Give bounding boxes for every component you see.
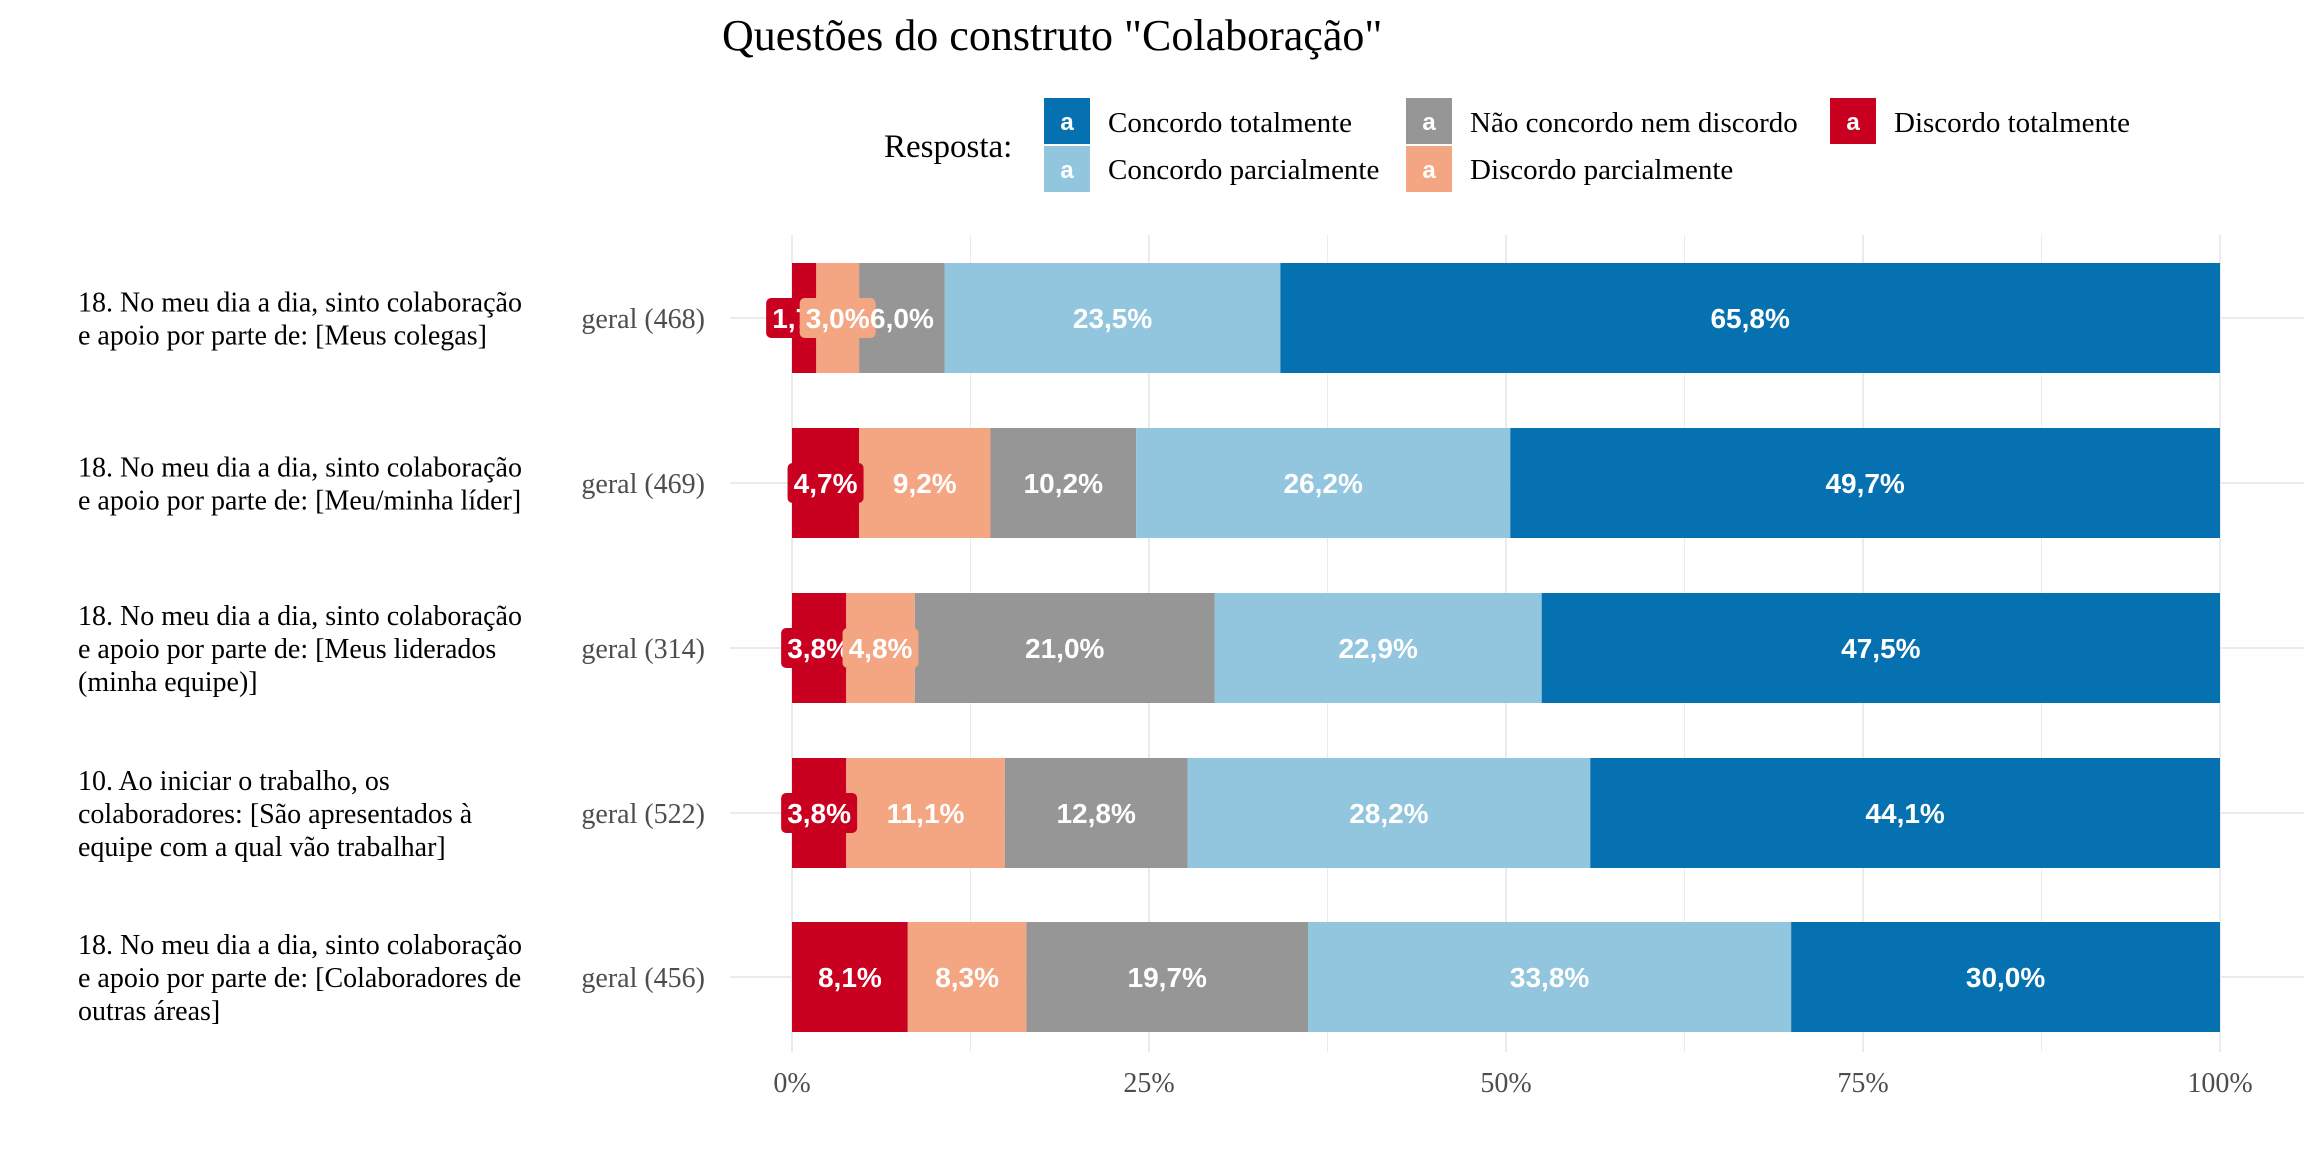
bar-label: 8,3% xyxy=(935,962,999,993)
bar-label: 4,8% xyxy=(849,633,913,664)
bar-segment xyxy=(907,922,1027,1032)
bar-label-box xyxy=(787,463,864,503)
x-axis: 0% 25% 50% 75% 100% xyxy=(773,1068,2252,1099)
legend-key-glyph: a xyxy=(1060,109,1074,136)
x-tick-label: 0% xyxy=(773,1068,810,1099)
bar-segment xyxy=(1541,593,2220,703)
bar-label: 12,8% xyxy=(1056,798,1135,829)
legend-key-glyph: a xyxy=(1846,109,1860,136)
bar-label-box xyxy=(781,628,858,668)
legend-key xyxy=(1830,98,1876,144)
bar-label: 30,0% xyxy=(1966,962,2045,993)
group-label: geral (456) xyxy=(581,963,705,994)
bar-segment xyxy=(944,263,1281,373)
legend-key-glyph: a xyxy=(1060,157,1074,184)
bar-segment xyxy=(1791,922,2220,1032)
bar-segment xyxy=(1136,428,1511,538)
question-label-line: 18. No meu dia a dia, sinto colaboração xyxy=(78,930,522,961)
bar-label: 44,1% xyxy=(1865,798,1944,829)
question-label-line: e apoio por parte de: [Colaboradores de xyxy=(78,963,521,994)
group-label: geral (469) xyxy=(581,469,705,500)
bar-labels: 1,7%3,0%6,0%23,5%65,8%4,7%9,2%10,2%26,2%… xyxy=(766,298,2045,993)
bar-label: 3,8% xyxy=(787,633,851,664)
legend-key-glyph: a xyxy=(1422,109,1436,136)
bar-label: 3,8% xyxy=(787,798,851,829)
legend-key-glyph: a xyxy=(1422,157,1436,184)
bar-label: 3,0% xyxy=(806,303,870,334)
bar-label-box xyxy=(781,793,858,833)
bar-label: 33,8% xyxy=(1510,962,1589,993)
bar-label: 11,1% xyxy=(887,798,965,829)
question-label-line: colaboradores: [São apresentados à xyxy=(78,799,473,830)
bar-label: 9,2% xyxy=(893,468,957,499)
bar-label: 22,9% xyxy=(1338,633,1417,664)
bar-segment xyxy=(792,922,908,1032)
bar-label: 8,1% xyxy=(818,962,882,993)
bar-segment xyxy=(1026,922,1309,1032)
y-axis-labels: 18. No meu dia a dia, sinto colaboraçãoe… xyxy=(78,288,705,1028)
x-tick-label: 50% xyxy=(1480,1068,1531,1099)
bar-label: 65,8% xyxy=(1710,303,1789,334)
legend-label: Concordo parcialmente xyxy=(1108,154,1379,186)
legend-label: Discordo parcialmente xyxy=(1470,154,1733,186)
bar-segment xyxy=(1004,758,1188,868)
question-label-line: 10. Ao iniciar o trabalho, os xyxy=(78,766,390,797)
bar-segment xyxy=(1308,922,1792,1032)
legend: Resposta: a Concordo totalmente a Concordo … xyxy=(884,98,2130,192)
question-label-line: 18. No meu dia a dia, sinto colaboração xyxy=(78,453,522,484)
bar-label: 23,5% xyxy=(1073,303,1152,334)
bar-label: 10,2% xyxy=(1024,468,1103,499)
legend-label: Concordo totalmente xyxy=(1108,107,1352,139)
x-tick-label: 75% xyxy=(1837,1068,1888,1099)
group-label: geral (522) xyxy=(581,799,705,830)
chart-title: Questões do construto "Colaboração" xyxy=(722,11,1382,60)
bar-segment xyxy=(1280,263,2220,373)
group-label: geral (314) xyxy=(581,634,705,665)
bar-segment xyxy=(914,593,1215,703)
question-label-line: outras áreas] xyxy=(78,996,220,1027)
question-label-line: e apoio por parte de: [Meus colegas] xyxy=(78,321,487,352)
bar-label: 4,7% xyxy=(794,468,858,499)
x-tick-label: 25% xyxy=(1123,1068,1174,1099)
question-label-line: (minha equipe)] xyxy=(78,667,258,698)
group-label: geral (468) xyxy=(581,304,705,335)
bar-label: 26,2% xyxy=(1284,468,1363,499)
bar-label: 49,7% xyxy=(1825,468,1904,499)
question-label-line: e apoio por parte de: [Meus liderados xyxy=(78,634,496,665)
legend-label: Não concordo nem discordo xyxy=(1470,107,1798,139)
legend-key xyxy=(1044,98,1090,144)
legend-key xyxy=(1406,146,1452,192)
bar-segment xyxy=(990,428,1137,538)
bar-label-box xyxy=(799,298,876,338)
legend-title: Resposta: xyxy=(884,129,1012,165)
question-label-line: equipe com a qual vão trabalhar] xyxy=(78,832,446,863)
legend-key xyxy=(1406,98,1452,144)
bar-label-box xyxy=(842,628,919,668)
x-tick-label: 100% xyxy=(2187,1068,2252,1099)
question-label-line: 18. No meu dia a dia, sinto colaboração xyxy=(78,288,522,319)
bar-label: 19,7% xyxy=(1128,962,1207,993)
bar-label: 21,0% xyxy=(1025,633,1104,664)
legend-key xyxy=(1044,146,1090,192)
legend-label: Discordo totalmente xyxy=(1894,107,2130,139)
bar-segment xyxy=(1187,758,1591,868)
bar-segment xyxy=(846,758,1005,868)
bar-label: 47,5% xyxy=(1841,633,1920,664)
bar-segment xyxy=(1214,593,1542,703)
bar-label: 28,2% xyxy=(1349,798,1428,829)
question-label-line: e apoio por parte de: [Meu/minha líder] xyxy=(78,486,521,517)
bar-segment xyxy=(859,428,991,538)
bar-label: 6,0% xyxy=(870,303,934,334)
bar-segment xyxy=(1590,758,2220,868)
bar-segment xyxy=(1510,428,2220,538)
question-label-line: 18. No meu dia a dia, sinto colaboração xyxy=(78,601,522,632)
